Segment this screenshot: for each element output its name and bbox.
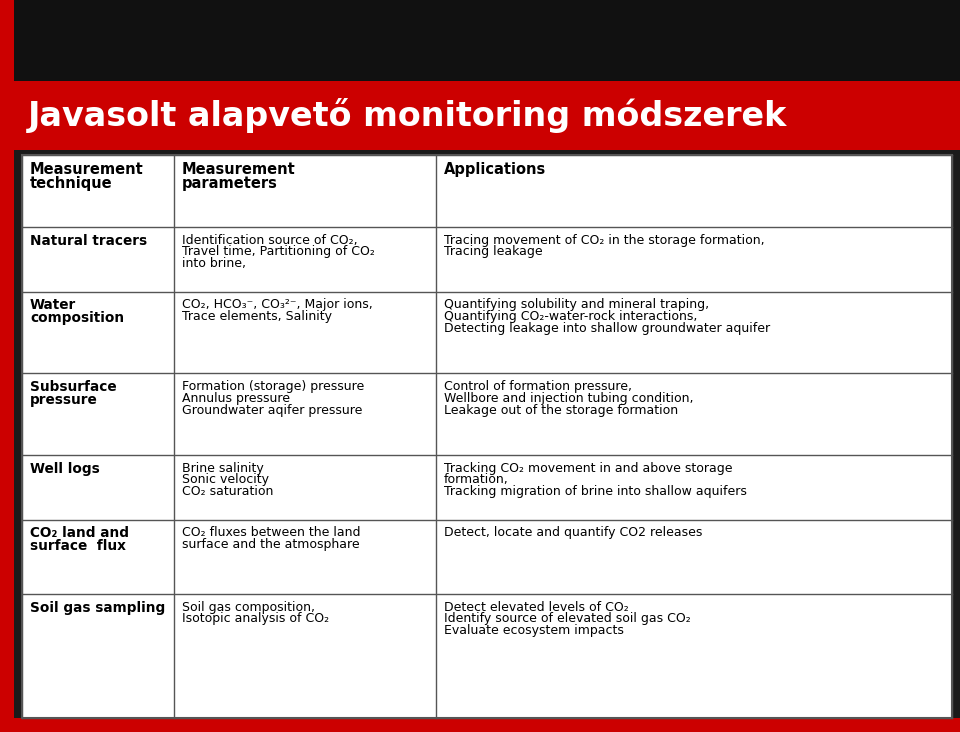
Text: CO₂, HCO₃⁻, CO₃²⁻, Major ions,: CO₂, HCO₃⁻, CO₃²⁻, Major ions,	[181, 299, 372, 311]
Text: Water: Water	[30, 299, 76, 313]
Text: Brine salinity: Brine salinity	[181, 462, 263, 474]
Bar	[22, 155, 952, 718]
Text: Sonic velocity: Sonic velocity	[181, 474, 269, 487]
Text: Leakage out of the storage formation: Leakage out of the storage formation	[444, 403, 678, 417]
Text: CO₂ fluxes between the land: CO₂ fluxes between the land	[181, 526, 360, 539]
Text: Measurement: Measurement	[181, 163, 296, 177]
Text: Isotopic analysis of CO₂: Isotopic analysis of CO₂	[181, 613, 328, 625]
Text: Formation (storage) pressure: Formation (storage) pressure	[181, 380, 364, 393]
Text: Travel time, Partitioning of CO₂: Travel time, Partitioning of CO₂	[181, 245, 374, 258]
Text: Wellbore and injection tubing condition,: Wellbore and injection tubing condition,	[444, 392, 693, 405]
Bar	[14, 0, 274, 88]
Text: into brine,: into brine,	[181, 258, 246, 270]
Text: Identification source of CO₂,: Identification source of CO₂,	[181, 234, 357, 247]
Text: Detect elevated levels of CO₂: Detect elevated levels of CO₂	[444, 600, 629, 613]
Text: pressure: pressure	[30, 393, 98, 407]
Bar	[14, 718, 960, 732]
Bar	[0, 0, 14, 732]
Text: Well logs: Well logs	[30, 462, 100, 476]
Text: Tracking CO₂ movement in and above storage: Tracking CO₂ movement in and above stora…	[444, 462, 732, 474]
Text: Control of formation pressure,: Control of formation pressure,	[444, 380, 632, 393]
Text: Identify source of elevated soil gas CO₂: Identify source of elevated soil gas CO₂	[444, 613, 690, 625]
Text: Applications: Applications	[444, 163, 546, 177]
Bar	[14, 0, 960, 88]
Text: composition: composition	[30, 311, 124, 325]
Text: Groundwater aqifer pressure: Groundwater aqifer pressure	[181, 403, 362, 417]
Text: surface  flux: surface flux	[30, 539, 126, 553]
Bar	[14, 81, 960, 150]
Bar	[22, 155, 952, 718]
Text: Measurement: Measurement	[30, 163, 144, 177]
Text: Subsurface: Subsurface	[30, 380, 116, 394]
Text: Soil gas composition,: Soil gas composition,	[181, 600, 315, 613]
Text: technique: technique	[30, 176, 112, 191]
Text: surface and the atmosphare: surface and the atmosphare	[181, 538, 359, 551]
Text: Tracing leakage: Tracing leakage	[444, 245, 542, 258]
Text: Annulus pressure: Annulus pressure	[181, 392, 290, 405]
Text: Detect, locate and quantify CO2 releases: Detect, locate and quantify CO2 releases	[444, 526, 702, 539]
Text: Javasolt alapvető monitoring módszerek: Javasolt alapvető monitoring módszerek	[28, 98, 787, 132]
Text: Quantifying CO₂-water-rock interactions,: Quantifying CO₂-water-rock interactions,	[444, 310, 697, 323]
Text: Evaluate ecosystem impacts: Evaluate ecosystem impacts	[444, 624, 624, 638]
Text: Natural tracers: Natural tracers	[30, 234, 147, 247]
Text: parameters: parameters	[181, 176, 277, 191]
Text: Soil gas sampling: Soil gas sampling	[30, 601, 165, 615]
Text: Tracing movement of CO₂ in the storage formation,: Tracing movement of CO₂ in the storage f…	[444, 234, 764, 247]
Text: CO₂ land and: CO₂ land and	[30, 526, 129, 540]
Text: Tracking migration of brine into shallow aquifers: Tracking migration of brine into shallow…	[444, 485, 747, 498]
Text: CO₂ saturation: CO₂ saturation	[181, 485, 273, 498]
Text: Detecting leakage into shallow groundwater aquifer: Detecting leakage into shallow groundwat…	[444, 322, 770, 335]
Text: Trace elements, Salinity: Trace elements, Salinity	[181, 310, 331, 323]
Text: formation,: formation,	[444, 474, 509, 487]
Text: Quantifying solubility and mineral traping,: Quantifying solubility and mineral trapi…	[444, 299, 709, 311]
